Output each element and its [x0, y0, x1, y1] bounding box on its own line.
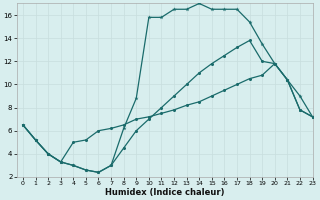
- X-axis label: Humidex (Indice chaleur): Humidex (Indice chaleur): [105, 188, 224, 197]
